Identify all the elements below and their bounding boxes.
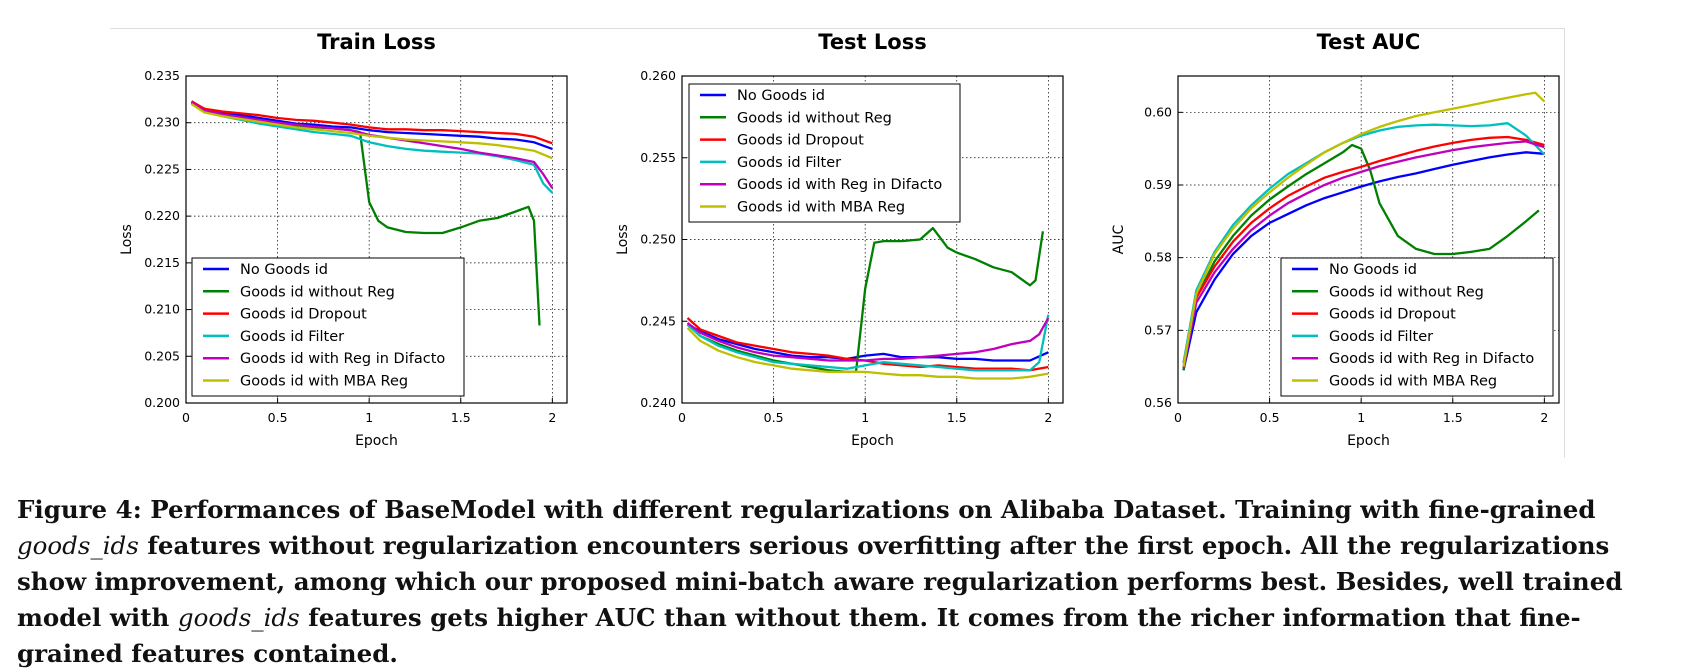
legend-entry: Goods id with Reg in Difacto xyxy=(737,177,942,193)
y-tick-label: 0.57 xyxy=(1144,322,1172,337)
plot-frame xyxy=(681,75,1064,404)
chart-1: Train Loss 0 0.5 1 1.5 2 0.200 0.205 0.210 0.215 0… xyxy=(119,30,568,449)
figure-caption: Figure 4: Performances of BaseModel with… xyxy=(17,492,1677,672)
legend-entry: Goods id Dropout xyxy=(240,307,367,323)
legend-entry: Goods id with Reg in Difacto xyxy=(240,351,445,367)
series-line-goods-id-filter xyxy=(190,102,554,194)
series-line-no-goods-id xyxy=(190,101,553,150)
x-tick-label: 0 xyxy=(1174,410,1182,425)
x-tick-label: 1.5 xyxy=(1443,410,1463,425)
y-tick-label: 0.230 xyxy=(144,115,180,130)
legend-box xyxy=(191,257,465,397)
plot-frame xyxy=(185,75,568,404)
y-axis-label: Loss xyxy=(119,224,135,255)
legend-entry: Goods id with MBA Reg xyxy=(240,374,408,390)
legend-entry: Goods id Dropout xyxy=(737,133,864,149)
y-tick-label: 0.200 xyxy=(144,395,180,410)
x-tick-label: 0.5 xyxy=(1260,410,1280,425)
y-tick-label: 0.60 xyxy=(1144,104,1172,119)
legend: No Goods id Goods id without Reg Goods id … xyxy=(1280,257,1554,397)
y-tick-label: 0.240 xyxy=(640,395,676,410)
x-tick-label: 2 xyxy=(1540,410,1548,425)
plot-frame xyxy=(1177,75,1560,404)
figure-panel xyxy=(110,28,1565,458)
x-axis-label: Epoch xyxy=(355,433,398,449)
x-tick-label: 1.5 xyxy=(451,410,471,425)
legend-entry: Goods id without Reg xyxy=(1329,284,1484,300)
legend-entry: No Goods id xyxy=(240,262,328,278)
x-tick-label: 0.5 xyxy=(764,410,784,425)
series-line-goods-id-filter xyxy=(686,314,1050,372)
x-tick-label: 0.5 xyxy=(268,410,288,425)
caption-text-1: Performances of BaseModel with different… xyxy=(141,495,1596,524)
x-axis-label: Epoch xyxy=(851,433,894,449)
chart-2: Test Loss 0 0.5 1 1.5 2 0.240 0.245 0.250 0.255 0.… xyxy=(615,30,1064,449)
legend-entry: Goods id Filter xyxy=(240,329,344,345)
legend-entry: Goods id without Reg xyxy=(240,284,395,300)
x-tick-label: 1 xyxy=(365,410,373,425)
x-tick-label: 2 xyxy=(1044,410,1052,425)
series-line-goods-id-with-mba-reg xyxy=(1182,91,1546,367)
y-tick-label: 0.56 xyxy=(1144,395,1172,410)
chart-title: Test Loss xyxy=(818,30,926,54)
chart-title: Test AUC xyxy=(1317,30,1421,54)
y-tick-label: 0.245 xyxy=(640,313,676,328)
series-line-goods-id-without-reg xyxy=(1182,143,1540,371)
legend: No Goods id Goods id without Reg Goods id … xyxy=(191,257,465,397)
legend-entry: No Goods id xyxy=(1329,262,1417,278)
caption-figure-label: Figure 4: xyxy=(17,495,142,524)
caption-text-2: features without regularization encounte… xyxy=(17,531,1623,632)
series-line-goods-id-with-mba-reg xyxy=(190,103,553,160)
legend-entry: Goods id with MBA Reg xyxy=(1329,374,1497,390)
x-tick-label: 1 xyxy=(1357,410,1365,425)
legend-entry: Goods id with Reg in Difacto xyxy=(1329,351,1534,367)
series-line-goods-id-with-mba-reg xyxy=(686,326,1049,380)
legend-entry: Goods id Filter xyxy=(1329,329,1433,345)
y-tick-label: 0.225 xyxy=(144,161,180,176)
x-axis-label: Epoch xyxy=(1347,433,1390,449)
chart-3: Test AUC 0 0.5 1 1.5 2 0.56 0.57 0.58 0.59 0.60 Epo… xyxy=(1111,30,1560,449)
legend-entry: Goods id without Reg xyxy=(737,110,892,126)
x-tick-label: 1 xyxy=(861,410,869,425)
legend-box xyxy=(688,83,961,223)
y-tick-label: 0.250 xyxy=(640,232,676,247)
y-axis-label: Loss xyxy=(615,224,631,255)
charts-canvas: Train Loss 0 0.5 1 1.5 2 0.200 0.205 0.210 0.215 0… xyxy=(119,30,1560,449)
series-line-no-goods-id xyxy=(1182,151,1545,371)
legend-entry: Goods id Filter xyxy=(737,155,841,171)
series-line-goods-id-dropout xyxy=(686,317,1049,372)
series-line-no-goods-id xyxy=(686,323,1049,362)
y-tick-label: 0.58 xyxy=(1144,250,1172,265)
y-tick-label: 0.205 xyxy=(144,348,180,363)
series-line-goods-id-with-reg-in-difacto xyxy=(686,317,1050,362)
y-tick-label: 0.215 xyxy=(144,255,180,270)
y-tick-label: 0.210 xyxy=(144,302,180,317)
y-tick-label: 0.220 xyxy=(144,208,180,223)
x-tick-label: 0 xyxy=(182,410,190,425)
x-tick-label: 1.5 xyxy=(947,410,967,425)
series-line-goods-id-without-reg xyxy=(686,226,1045,374)
caption-term-goods-ids-1: goods_ids xyxy=(17,531,139,560)
caption-term-goods-ids-2: goods_ids xyxy=(177,603,300,632)
legend-entry: No Goods id xyxy=(737,88,825,104)
chart-title: Train Loss xyxy=(317,30,436,54)
series-line-goods-id-dropout xyxy=(1182,135,1545,364)
legend-entry: Goods id Dropout xyxy=(1329,307,1456,323)
legend-entry: Goods id with MBA Reg xyxy=(737,200,905,216)
y-tick-label: 0.235 xyxy=(144,68,180,83)
x-tick-label: 0 xyxy=(678,410,686,425)
x-tick-label: 2 xyxy=(548,410,556,425)
series-line-goods-id-filter xyxy=(1182,122,1546,364)
legend: No Goods id Goods id without Reg Goods id … xyxy=(688,83,961,223)
y-tick-label: 0.59 xyxy=(1144,177,1172,192)
legend-box xyxy=(1280,257,1554,397)
series-line-goods-id-dropout xyxy=(190,100,553,145)
series-line-goods-id-with-reg-in-difacto xyxy=(1182,140,1545,369)
y-tick-label: 0.255 xyxy=(640,150,676,165)
y-tick-label: 0.260 xyxy=(640,68,676,83)
y-axis-label: AUC xyxy=(1111,224,1127,254)
